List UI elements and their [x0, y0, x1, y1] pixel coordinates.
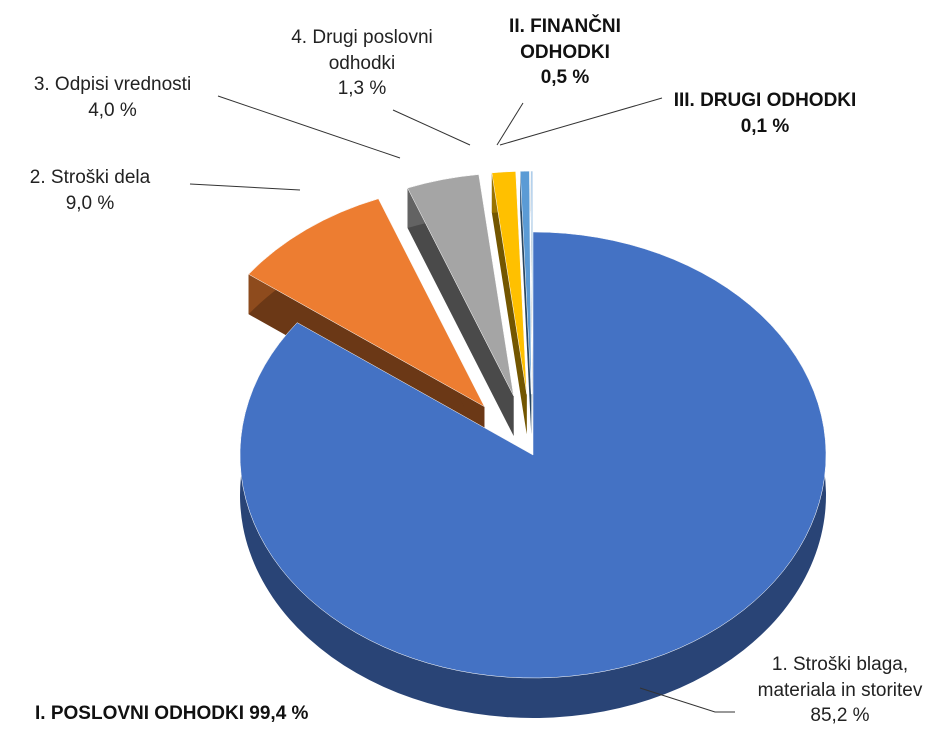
- value-label: 4,0 %: [88, 99, 137, 121]
- slice: [491, 171, 527, 395]
- slice: [530, 170, 533, 395]
- category-label: II. FINANČNI ODHODKI: [509, 16, 621, 63]
- slice-label: II. FINANČNI ODHODKI 0,5 %: [490, 14, 640, 91]
- value-label: 85,2 %: [810, 705, 870, 727]
- slice: [248, 198, 486, 408]
- value-label: 0,5 %: [540, 67, 590, 89]
- slice-side: [491, 172, 527, 435]
- category-label: 2. Stroški dela: [29, 167, 151, 188]
- slice-label: 2. Stroški dela 9,0 %: [10, 165, 170, 216]
- leader-line: [189, 183, 301, 191]
- value-label: 1,3 %: [337, 78, 387, 100]
- category-label: 1. Stroški blaga, materiala in storitev: [757, 654, 923, 701]
- slice-side: [407, 188, 514, 436]
- group-annotation: I. POSLOVNI ODHODKI 99,4 %: [35, 703, 309, 724]
- slice: [407, 174, 514, 397]
- slice-side: [520, 171, 532, 435]
- leader-line: [217, 95, 401, 159]
- category-label: III. DRUGI ODHODKI: [673, 90, 857, 111]
- slice: [239, 231, 827, 679]
- leader-line: [496, 102, 524, 146]
- value-label: 9,0 %: [65, 192, 115, 214]
- leader-line: [639, 687, 735, 713]
- slice-label: 3. Odpisi vrednosti 4,0 %: [0, 72, 225, 123]
- leader-line: [499, 97, 663, 146]
- slice-label: 1. Stroški blaga, materiala in storitev 8…: [735, 652, 945, 729]
- leader-line: [392, 109, 471, 146]
- slice-label: 4. Drugi poslovni odhodki 1,3 %: [262, 25, 462, 102]
- category-label: 4. Drugi poslovni odhodki: [291, 27, 433, 74]
- category-label: 3. Odpisi vrednosti: [33, 74, 192, 95]
- value-label: 0,1 %: [740, 115, 790, 137]
- slice: [519, 170, 532, 395]
- slice-label: III. DRUGI ODHODKI 0,1 %: [640, 88, 890, 139]
